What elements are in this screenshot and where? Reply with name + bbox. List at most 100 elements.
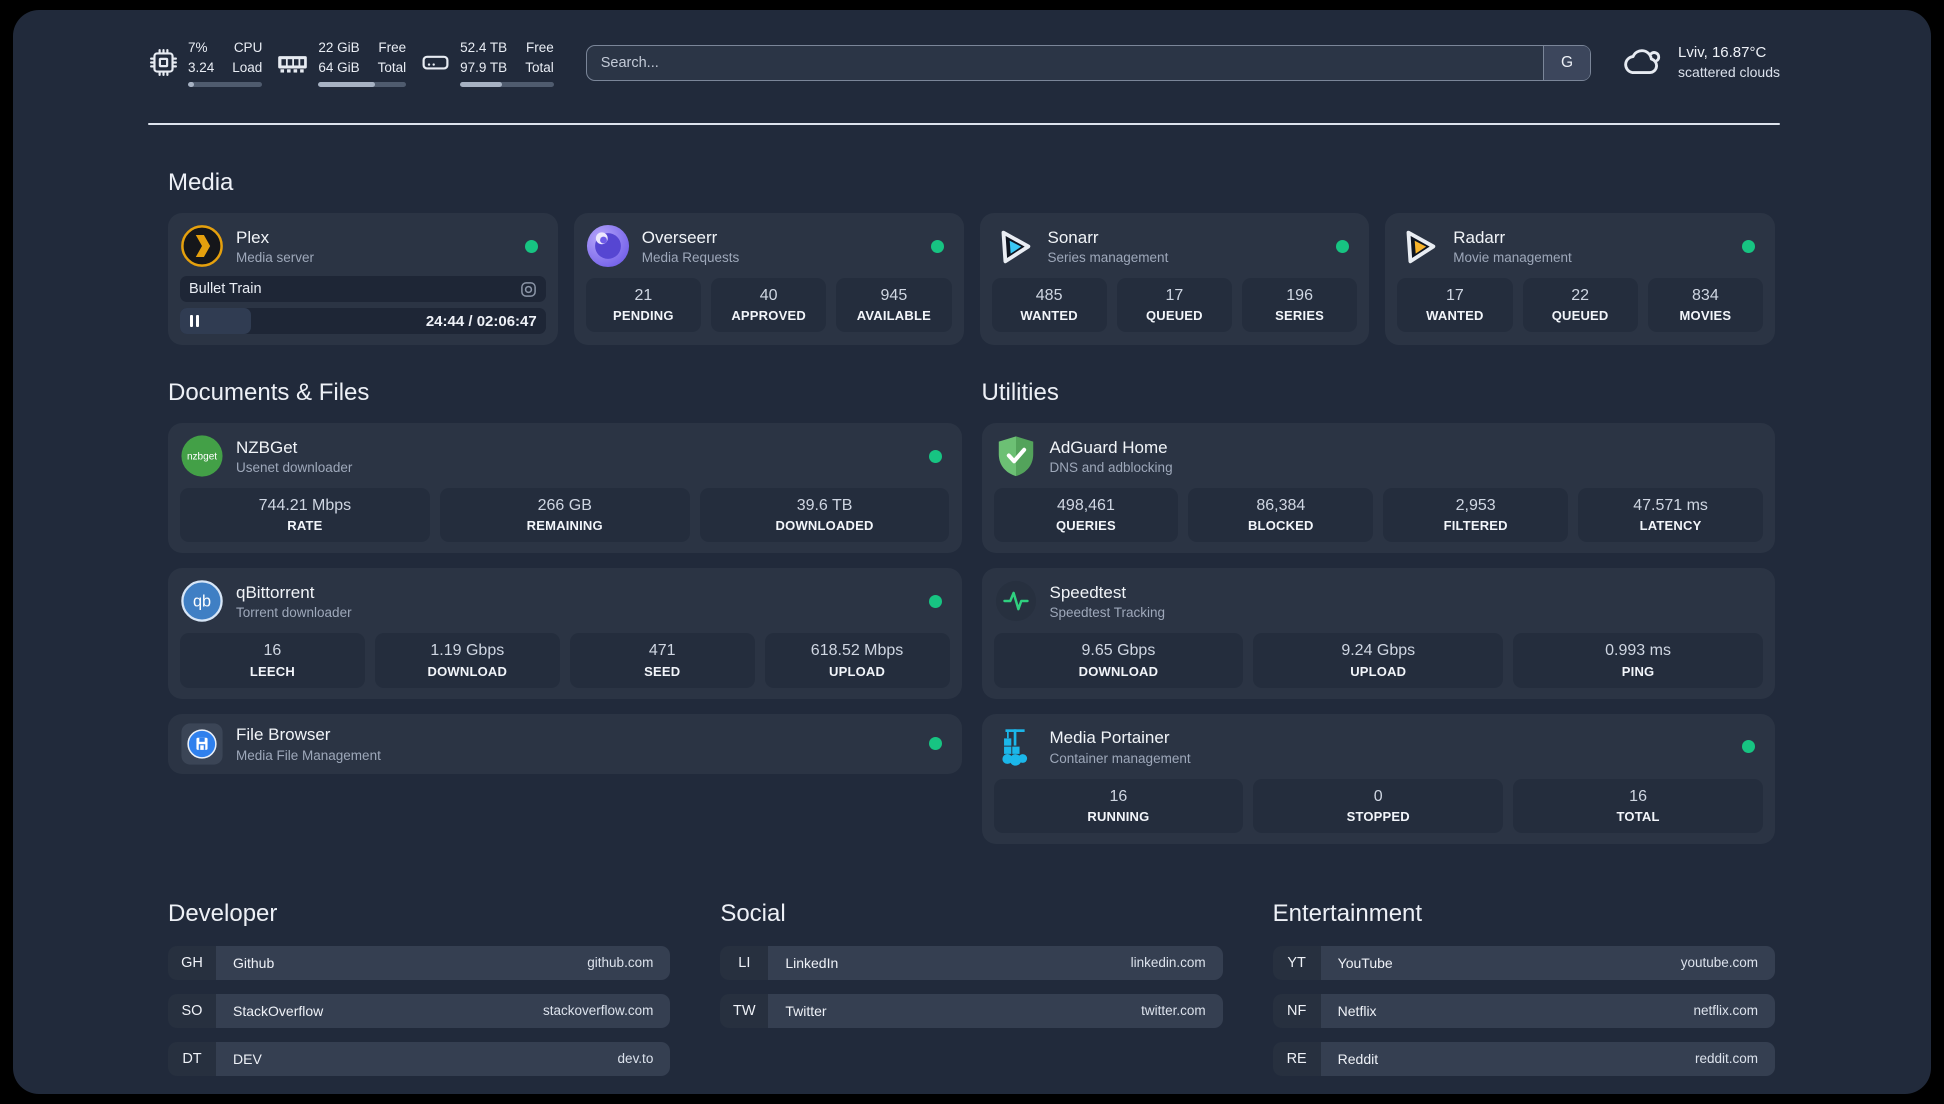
bookmark-url: github.com [587, 955, 654, 971]
bookmark-url: netflix.com [1693, 1003, 1758, 1019]
app-card-speedtest[interactable]: Speedtest Speedtest Tracking 9.65 Gbps D… [981, 568, 1775, 699]
stat-box: 485 WANTED [991, 278, 1107, 333]
app-card-sonarr[interactable]: Sonarr Series management 485 WANTED 17 Q… [979, 213, 1370, 346]
bookmark-abbr: RE [1272, 1041, 1321, 1076]
app-card-radarr[interactable]: Radarr Movie management 17 WANTED 22 QUE… [1385, 213, 1775, 346]
stat-value: 16 [1109, 787, 1128, 805]
stat-box: 2,953 FILTERED [1383, 488, 1569, 543]
stat-box: 618.52 Mbps UPLOAD [764, 633, 950, 688]
section-title-developer: Developer [168, 899, 278, 927]
app-card-filebrowser[interactable]: File Browser Media File Management [168, 713, 962, 774]
stat-label: REMAINING [526, 518, 603, 534]
memory-widget: 22 GiB 64 GiB Free Total [276, 38, 407, 88]
bookmark-twitter[interactable]: TW Twitter twitter.com [720, 993, 1223, 1028]
stat-box: 86,384 BLOCKED [1188, 488, 1374, 543]
bookmarks-social: Social LI LinkedIn linkedin.com TW Twitt… [720, 900, 1223, 1090]
status-dot [928, 594, 942, 608]
search-provider-button[interactable]: G [1543, 45, 1591, 80]
disk-icon [420, 47, 451, 78]
cpu-icon [148, 47, 179, 78]
bookmark-name: Twitter [785, 1002, 827, 1019]
stat-value: 0 [1373, 787, 1383, 805]
stat-value: 498,461 [1057, 497, 1115, 515]
pause-icon[interactable] [190, 315, 199, 328]
stat-label: SEED [644, 663, 681, 679]
bookmark-name: Reddit [1337, 1050, 1379, 1067]
status-dot [524, 239, 538, 253]
stat-label: FILTERED [1443, 518, 1508, 534]
bookmark-url: linkedin.com [1130, 955, 1206, 971]
stat-label: QUEUED [1145, 308, 1203, 324]
app-card-adguard[interactable]: AdGuard Home DNS and adblocking 498,461 … [981, 423, 1775, 554]
app-card-nzbget[interactable]: nzbget NZBGet Usenet downloader 74 [168, 423, 962, 554]
stat-label: DOWNLOADED [775, 518, 874, 534]
now-playing-title: Bullet Train [189, 281, 262, 298]
bookmark-abbr: YT [1272, 945, 1321, 980]
stat-label: TOTAL [1616, 808, 1660, 824]
top-bar: 7% 3.24 CPU Load [148, 38, 1780, 88]
stat-box: 39.6 TB DOWNLOADED [699, 488, 950, 543]
app-card-portainer[interactable]: Media Portainer Container management 16 … [981, 713, 1775, 844]
app-title: qBittorrent [236, 583, 315, 603]
section-title-media: Media [168, 169, 234, 197]
app-title: Speedtest [1049, 583, 1127, 603]
stat-value: 618.52 Mbps [810, 642, 904, 660]
bookmark-stackoverflow[interactable]: SO StackOverflow stackoverflow.com [168, 993, 671, 1028]
bookmark-url: reddit.com [1694, 1051, 1758, 1067]
header-divider [148, 123, 1780, 126]
bookmark-abbr: SO [168, 993, 216, 1028]
app-desc: Torrent downloader [236, 605, 352, 621]
stat-label: DOWNLOAD [427, 663, 508, 679]
section-title-utilities: Utilities [981, 379, 1059, 407]
section-title-entertainment: Entertainment [1272, 899, 1423, 927]
stat-box: 0 STOPPED [1253, 778, 1504, 833]
bookmarks-entertainment: Entertainment YT YouTube youtube.com NF … [1272, 899, 1775, 1090]
app-desc: DNS and adblocking [1049, 460, 1173, 476]
app-title: NZBGet [236, 438, 298, 457]
search-input[interactable] [586, 45, 1591, 80]
bookmark-netflix[interactable]: NF Netflix netflix.com [1272, 993, 1775, 1028]
stat-label: BLOCKED [1247, 518, 1314, 534]
stat-box: 47.571 ms LATENCY [1578, 488, 1763, 543]
cloud-icon [1619, 41, 1665, 84]
media-view-icon[interactable] [520, 281, 537, 298]
app-card-plex[interactable]: Plex Media server Bullet Train [168, 213, 558, 346]
stat-box: 17 QUEUED [1116, 278, 1232, 333]
bookmark-name: StackOverflow [233, 1002, 324, 1019]
cpu-values: 7% 3.24 [188, 40, 215, 75]
stat-label: RATE [287, 518, 323, 534]
app-title: AdGuard Home [1049, 438, 1168, 457]
memory-values: 22 GiB 64 GiB [318, 40, 360, 75]
svg-text:nzbget: nzbget [187, 451, 217, 462]
app-desc: Media server [236, 250, 315, 266]
bookmark-reddit[interactable]: RE Reddit reddit.com [1272, 1041, 1775, 1076]
weather-condition: scattered clouds [1678, 64, 1780, 81]
app-desc: Usenet downloader [236, 460, 353, 476]
stat-value: 16 [263, 642, 282, 660]
section-title-documents: Documents & Files [168, 379, 370, 407]
stat-label: UPLOAD [1350, 663, 1407, 679]
stat-label: QUERIES [1055, 518, 1116, 534]
app-title: Radarr [1453, 228, 1506, 247]
app-desc: Movie management [1453, 250, 1572, 266]
filebrowser-icon [180, 722, 224, 766]
svg-text:qb: qb [193, 593, 211, 611]
app-title: Sonarr [1047, 228, 1099, 247]
portainer-icon [994, 725, 1038, 769]
stat-value: 22 [1571, 287, 1590, 305]
stat-value: 2,953 [1455, 497, 1496, 515]
bookmark-linkedin[interactable]: LI LinkedIn linkedin.com [720, 945, 1223, 980]
app-card-qbittorrent[interactable]: qb qBittorrent Torrent downloader [168, 568, 962, 699]
bookmark-url: twitter.com [1141, 1003, 1206, 1019]
bookmark-dev[interactable]: DT DEV dev.to [168, 1041, 671, 1076]
app-card-overseerr[interactable]: Overseerr Media Requests 21 PENDING 40 A… [573, 213, 964, 346]
bookmark-github[interactable]: GH Github github.com [168, 945, 671, 980]
bookmark-abbr: DT [168, 1041, 216, 1076]
bookmark-youtube[interactable]: YT YouTube youtube.com [1272, 945, 1775, 980]
disk-labels: Free Total [525, 40, 554, 75]
now-playing-progress[interactable]: 24:44 / 02:06:47 [180, 308, 546, 335]
bookmark-url: stackoverflow.com [543, 1003, 654, 1019]
stat-label: SERIES [1275, 308, 1325, 324]
search-bar: G [585, 44, 1592, 81]
disk-progress [460, 82, 554, 88]
